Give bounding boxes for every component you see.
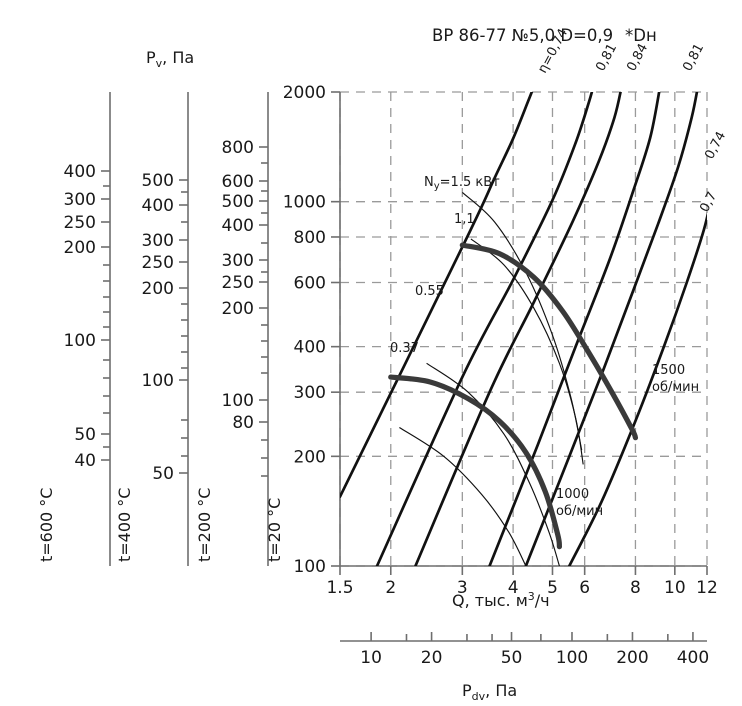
tick-label: 100: [142, 371, 174, 391]
tick-label: 6: [579, 578, 590, 598]
tick-label: 250: [64, 213, 96, 233]
tick-label: 400: [222, 216, 254, 236]
tick-label: 500: [222, 192, 254, 212]
tick-label: 600: [222, 172, 254, 192]
curve-eta-curve-0.81-inner: [470, 238, 584, 465]
title-note: *Dн: [625, 26, 657, 45]
tick-label: 2: [385, 578, 396, 598]
tick-label: 12: [696, 578, 718, 598]
tick-label: 50: [501, 648, 523, 668]
pv-title-main: P: [146, 48, 156, 67]
efficiency-label-4: 0,74: [702, 129, 729, 162]
speed-label-1: 1000 об/мин: [556, 487, 603, 519]
tick-label: 100: [294, 557, 326, 577]
pv-axis-title: Pv, Па: [146, 48, 194, 70]
tick-label: 10: [360, 648, 382, 668]
clipped-curves: [340, 92, 707, 566]
power-label-2: 0.55: [415, 284, 444, 299]
tick-label: 8: [630, 578, 641, 598]
tick-label: 800: [222, 138, 254, 158]
efficiency-label-2: 0,84: [624, 41, 651, 74]
tick-label: 200: [222, 299, 254, 319]
curve-speed-line-3: [414, 92, 622, 566]
tick-label: 200: [294, 447, 326, 467]
curve-work-line-1000: [388, 374, 563, 550]
curve-speed-line-2: [375, 92, 594, 566]
tick-label: 200: [142, 279, 174, 299]
efficiency-label-5: 0,7: [697, 190, 720, 215]
tick-label: 50: [152, 464, 174, 484]
temp-scale-label: t=600 °C: [37, 488, 56, 562]
svg-text:Pv, Па: Pv, Па: [146, 48, 194, 70]
tick-label: 5: [547, 578, 558, 598]
tick-label: 500: [142, 171, 174, 191]
x-axis-title: Q, тыс. м3/ч: [452, 590, 550, 610]
temp-scale-label: t=400 °C: [115, 488, 134, 562]
tick-label: 800: [294, 228, 326, 248]
main-y-axis: 2000 1000 800 600 400 300 200 100 t=20 °C: [265, 83, 341, 577]
tick-label: 100: [64, 331, 96, 351]
tick-label: 400: [64, 162, 96, 182]
tick-label: 300: [222, 251, 254, 271]
tick-label: 100: [222, 391, 254, 411]
curve-speed-line-4: [488, 92, 661, 566]
tick-label: 40: [74, 451, 96, 471]
curve-set: [340, 92, 707, 566]
curve-eta-curve-0.55-power: [426, 362, 560, 566]
pv-title-sub: v: [156, 57, 163, 70]
speed-label-0: 1500 об/мин: [652, 363, 699, 395]
tick-label: 300: [64, 190, 96, 210]
grid-lines: [339, 91, 708, 567]
tick-label: 300: [142, 231, 174, 251]
efficiency-label-1: 0,81: [593, 41, 620, 74]
tick-label: 400: [142, 196, 174, 216]
tick-label: 200: [616, 648, 648, 668]
tick-label: 250: [222, 273, 254, 293]
temp-scale-0: 40 50 100 200 250 300 400: [64, 92, 111, 566]
tick-label: 400: [677, 648, 709, 668]
tick-label: 200: [64, 238, 96, 258]
temp-scale-label: t=200 °C: [195, 488, 214, 562]
main-plot-group: 2000 1000 800 600 400 300 200 100 t=20 °C 1.5 2 3 4…: [265, 83, 718, 598]
tick-label: 600: [294, 273, 326, 293]
tick-label: 100: [556, 648, 588, 668]
tick-label: 1.5: [326, 578, 353, 598]
power-label-3: 0.37: [390, 341, 419, 356]
pdv-axis-title: Pdv, Па: [462, 681, 517, 703]
main-x-axis: 1.5 2 3 4 5 6 8 10 12: [326, 565, 718, 598]
tick-label: 250: [142, 253, 174, 273]
tick-label: 300: [294, 383, 326, 403]
tick-label: 2000: [283, 83, 326, 103]
tick-label: 1000: [283, 193, 326, 213]
tick-label: 50: [74, 425, 96, 445]
chart-title-group: ВР 86-77 №5,0 D=0,9 *Dн: [432, 26, 657, 45]
power-labels: Nу=1.5 кВт 1,1 0.55 0.37: [390, 175, 500, 356]
tick-label: 3: [457, 578, 468, 598]
efficiency-label-3: 0,81: [680, 41, 707, 74]
speed-labels: 1500 об/мин 1000 об/мин: [556, 363, 699, 519]
tick-label: 4: [508, 578, 519, 598]
power-label-0: Nу=1.5 кВт: [424, 175, 500, 192]
tick-label: 80: [232, 413, 254, 433]
curve-speed-line-5: [524, 92, 699, 566]
tick-label: 20: [421, 648, 443, 668]
page-title: ВР 86-77 №5,0 D=0,9: [432, 26, 613, 45]
power-label-1: 1,1: [454, 212, 475, 227]
curve-speed-line-6: [567, 211, 707, 566]
efficiency-labels: η=0,74 0,81 0,84 0,810,740,7: [535, 26, 729, 214]
pdv-scale: 10 20 50 100 200 400: [340, 632, 709, 668]
tick-label: 400: [294, 338, 326, 358]
temp-scale-label-main: t=20 °C: [265, 498, 284, 562]
tick-label: 10: [664, 578, 686, 598]
curve-work-line-1500: [459, 242, 639, 441]
pv-title-rest: , Па: [162, 48, 194, 67]
curve-speed-line-1: [340, 92, 534, 499]
